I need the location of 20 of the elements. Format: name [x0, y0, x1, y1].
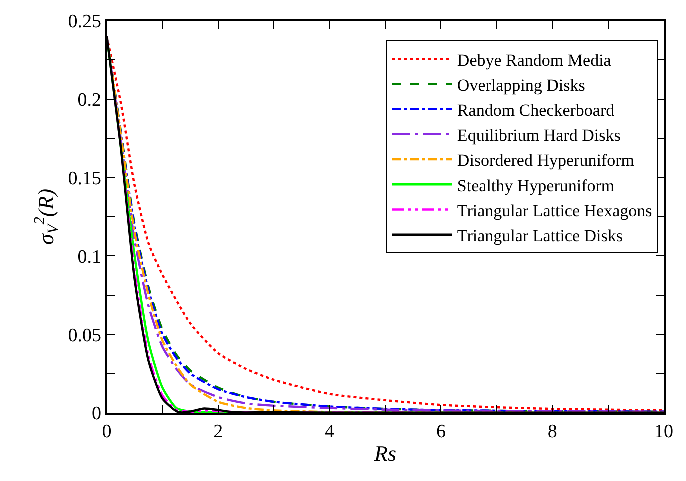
x-tick-label: 6 [436, 422, 446, 443]
legend-label: Equilibrium Hard Disks [457, 126, 621, 146]
y-tick-label: 0.05 [68, 325, 102, 346]
x-tick-label: 4 [325, 422, 336, 443]
legend-label: Disordered Hyperuniform [457, 151, 634, 170]
y-tick-label: 0.2 [78, 90, 102, 112]
x-tick-label: 10 [654, 422, 674, 443]
legend-label: Random Checkerboard [457, 100, 616, 120]
y-tick-label: 0.15 [68, 168, 102, 190]
y-tick-label: 0.1 [78, 246, 102, 268]
x-tick-label: 2 [214, 422, 224, 443]
y-tick-label: 0.25 [68, 12, 102, 33]
y-tick-label: 0 [92, 404, 102, 425]
legend-label: Debye Random Media [457, 50, 612, 70]
legend-label: Stealthy Hyperuniform [457, 176, 615, 196]
x-tick-label: 8 [548, 422, 558, 443]
legend-label: Overlapping Disks [457, 76, 586, 95]
legend-label: Triangular Lattice Hexagons [457, 201, 652, 220]
x-axis-title: Rs [374, 440, 396, 466]
legend-label: Triangular Lattice Disks [457, 226, 624, 246]
